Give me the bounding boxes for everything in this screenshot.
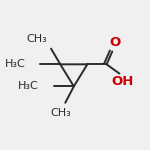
- Text: CH₃: CH₃: [50, 108, 71, 118]
- Text: O: O: [110, 36, 121, 50]
- Text: CH₃: CH₃: [26, 34, 47, 44]
- Text: OH: OH: [111, 75, 134, 88]
- Text: H₃C: H₃C: [17, 81, 38, 91]
- Text: H₃C: H₃C: [5, 59, 25, 69]
